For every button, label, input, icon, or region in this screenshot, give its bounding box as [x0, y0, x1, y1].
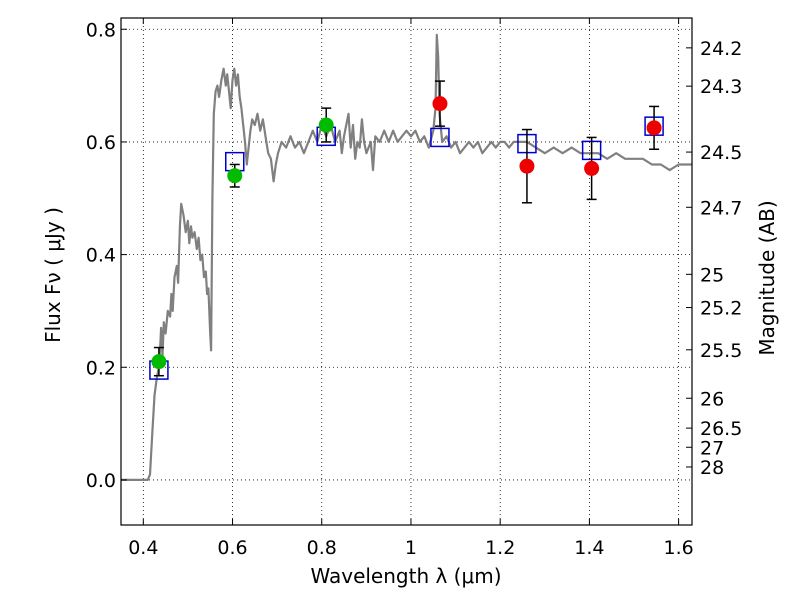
observed-point [646, 120, 662, 136]
y-tick-label: 0.0 [86, 470, 116, 492]
plot-frame [120, 17, 693, 526]
y-tick-label: 0.6 [86, 132, 116, 154]
spectrum-line [121, 33, 692, 481]
y2-tick-label: 24.2 [700, 38, 742, 60]
y2-tick-label: 25.5 [700, 340, 742, 362]
x-tick-label: 1 [405, 537, 417, 559]
y2-tick-label: 27 [700, 437, 724, 459]
x-tick-label: 1.4 [574, 537, 604, 559]
series-layer [121, 33, 692, 481]
y2-tick-label: 25 [700, 264, 724, 286]
tick-layer: 0.4 0.6 0.8 1 1.2 1.4 1.6 0.0 0.2 0.4 0.6 0.8 24.2 24… [86, 18, 742, 559]
y-tick-label: 0.4 [86, 245, 116, 267]
x-tick-label: 1.6 [664, 537, 694, 559]
observed-point [432, 96, 448, 112]
y2-tick-label: 28 [700, 457, 724, 479]
observed-point [151, 354, 167, 370]
y2-axis-label: Magnitude (AB) [755, 200, 779, 355]
observed-point [227, 168, 243, 184]
x-tick-label: 0.4 [128, 537, 158, 559]
x-tick-label: 1.2 [485, 537, 515, 559]
observed-point [519, 158, 535, 174]
model-square-marker [430, 127, 450, 148]
x-axis-label: Wavelength λ (μm) [310, 564, 501, 588]
x-tick-label: 0.6 [217, 537, 247, 559]
y-tick-label: 0.2 [86, 357, 116, 379]
grid-layer [121, 18, 692, 525]
y-tick-label: 0.8 [86, 19, 116, 41]
y2-tick-label: 26 [700, 388, 724, 410]
x-tick-label: 0.8 [307, 537, 337, 559]
observed-point [318, 117, 334, 133]
y-axis-label: Flux Fν ( μJy ) [41, 207, 65, 343]
y2-tick-label: 24.5 [700, 142, 742, 164]
y2-tick-label: 24.3 [700, 76, 742, 98]
y2-tick-label: 26.5 [700, 418, 742, 440]
y2-tick-label: 24.7 [700, 197, 742, 219]
observed-point [584, 160, 600, 176]
y2-tick-label: 25.2 [700, 298, 742, 320]
